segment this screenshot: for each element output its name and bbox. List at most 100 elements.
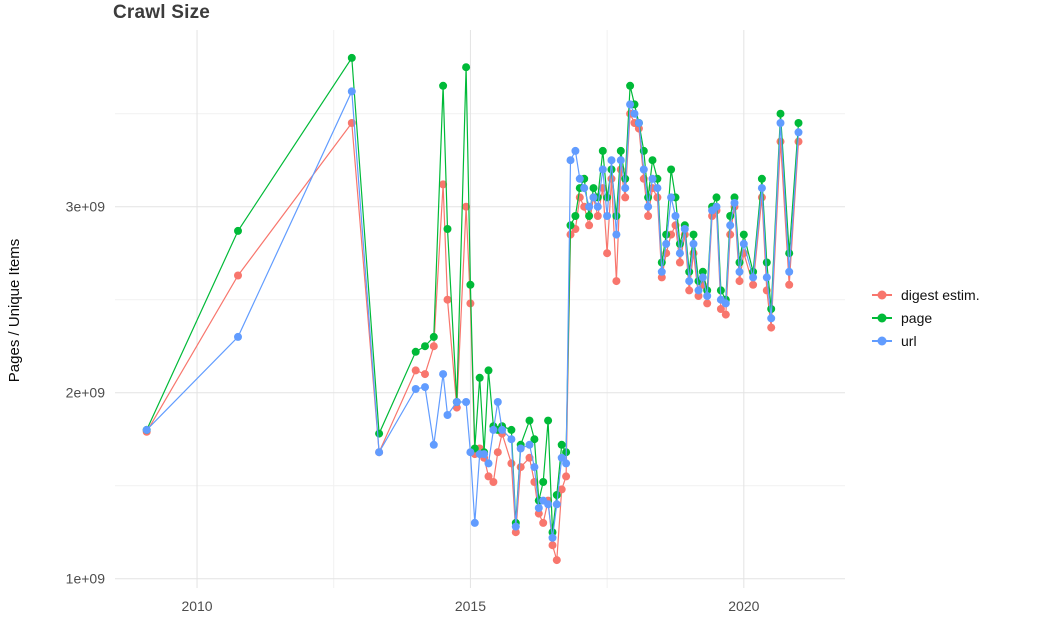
data-point — [634, 119, 643, 127]
data-point — [749, 280, 758, 289]
data-point — [585, 212, 594, 220]
data-point — [685, 286, 694, 295]
data-point — [657, 267, 666, 276]
data-point — [603, 249, 612, 258]
data-point — [667, 193, 676, 202]
data-point — [234, 271, 242, 280]
data-point — [607, 165, 616, 174]
data-point — [411, 347, 420, 356]
data-point — [757, 174, 766, 183]
data-point — [443, 411, 452, 419]
legend: digest estim. page url — [872, 287, 980, 349]
data-point — [671, 212, 680, 220]
y-tick-label: 1e+09 — [66, 571, 106, 587]
data-point — [429, 332, 438, 341]
data-point — [689, 230, 698, 239]
data-point — [662, 239, 671, 248]
series-line-url — [146, 89, 800, 538]
data-point — [785, 267, 794, 276]
data-point — [493, 398, 502, 406]
data-point — [462, 63, 471, 72]
data-point — [507, 425, 516, 434]
data-point — [530, 435, 539, 444]
data-point — [525, 416, 534, 425]
data-point — [421, 370, 429, 379]
data-point — [142, 425, 151, 434]
data-point — [667, 165, 676, 174]
data-point — [739, 239, 748, 248]
data-point — [626, 81, 635, 90]
data-point — [466, 448, 475, 457]
data-point — [735, 267, 744, 276]
data-point — [466, 280, 475, 289]
data-point — [757, 184, 766, 193]
data-point — [648, 156, 657, 165]
data-point — [694, 286, 703, 295]
data-point — [443, 225, 452, 233]
data-point — [411, 385, 420, 393]
data-point — [493, 448, 502, 457]
data-point — [675, 249, 684, 258]
data-point — [598, 146, 607, 155]
data-point — [562, 459, 571, 468]
data-point — [421, 383, 429, 392]
data-point — [516, 463, 525, 472]
data-point — [439, 180, 448, 189]
digest-estim-marker-icon — [872, 288, 892, 302]
data-point — [548, 541, 557, 550]
data-point — [662, 230, 671, 239]
data-point — [462, 202, 471, 211]
x-tick-label: 2020 — [728, 598, 759, 614]
data-point — [575, 193, 584, 202]
data-point — [498, 425, 507, 434]
data-point — [603, 193, 612, 202]
data-point — [534, 504, 543, 512]
data-point — [552, 491, 561, 499]
data-point — [612, 212, 621, 220]
y-tick-label: 3e+09 — [66, 199, 106, 215]
data-point — [598, 165, 607, 174]
legend-item-url: url — [872, 333, 980, 349]
chart-title: Crawl Size — [113, 2, 211, 23]
data-point — [347, 87, 356, 96]
data-point — [539, 478, 548, 486]
data-point — [657, 273, 666, 282]
data-point — [489, 478, 498, 486]
data-point — [644, 202, 653, 211]
data-point — [776, 119, 785, 127]
data-point — [730, 193, 739, 202]
data-point — [589, 184, 598, 193]
data-point — [721, 310, 730, 319]
data-point — [439, 370, 448, 379]
data-point — [767, 323, 776, 332]
data-point — [749, 273, 758, 282]
data-point — [234, 332, 242, 341]
data-point — [480, 450, 489, 459]
y-tick-label: 2e+09 — [66, 385, 106, 401]
data-point — [716, 305, 725, 313]
data-point — [721, 299, 730, 308]
data-point — [735, 277, 744, 286]
data-point — [612, 277, 621, 286]
data-point — [475, 373, 484, 382]
data-point — [411, 366, 420, 375]
data-point — [712, 193, 721, 202]
data-point — [603, 212, 612, 220]
data-point — [511, 522, 520, 531]
data-point — [575, 174, 584, 183]
data-point — [452, 398, 461, 406]
data-point — [525, 440, 534, 449]
data-point — [571, 146, 580, 155]
data-point — [698, 273, 707, 282]
data-point — [375, 429, 384, 438]
data-point — [534, 509, 543, 518]
data-point — [648, 174, 657, 183]
data-point — [507, 459, 516, 468]
data-point — [621, 184, 630, 193]
data-point — [566, 156, 575, 165]
data-point — [571, 212, 580, 220]
page-marker-icon — [872, 311, 892, 325]
data-point — [644, 212, 653, 220]
